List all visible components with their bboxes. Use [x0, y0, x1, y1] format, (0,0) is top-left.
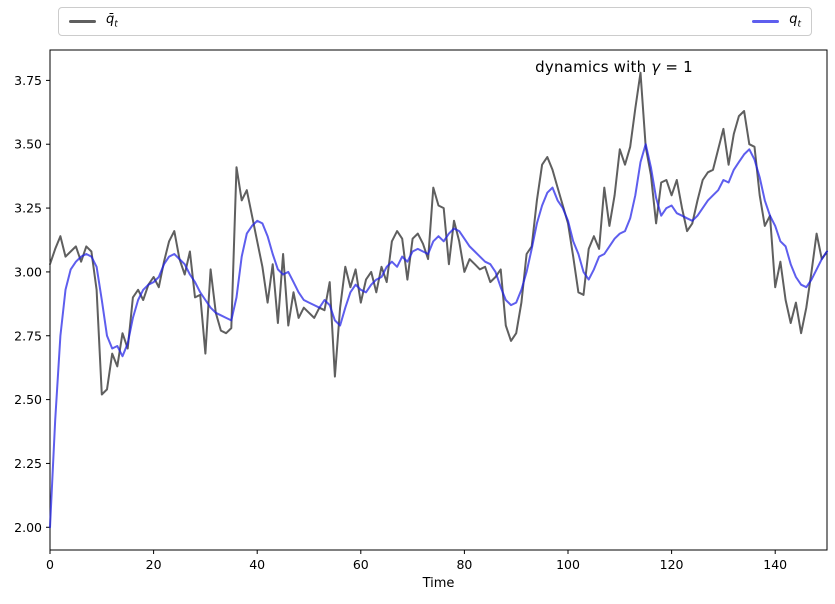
- y-tick-label: 2.75: [14, 328, 42, 343]
- legend-label-qbar-base: q̄: [106, 12, 115, 28]
- x-tick-label: 120: [660, 557, 684, 572]
- plot-border: [49, 49, 828, 551]
- y-tick-label: 3.50: [14, 137, 42, 152]
- x-tick-label: 100: [556, 557, 580, 572]
- annotation-gamma-symbol: γ: [651, 58, 661, 76]
- annotation-suffix: = 1: [660, 58, 693, 76]
- legend: q̄t qt: [58, 7, 812, 36]
- y-tick-label: 3.00: [14, 264, 42, 279]
- legend-entry-qbar: q̄t: [69, 13, 118, 30]
- x-tick-label: 40: [249, 557, 265, 572]
- legend-label-qbar: q̄t: [106, 13, 118, 30]
- y-tick-label: 2.00: [14, 520, 42, 535]
- legend-label-q-base: q: [789, 12, 798, 28]
- legend-label-q-sub: t: [797, 19, 801, 30]
- chart-annotation: dynamics with γ = 1: [535, 58, 693, 76]
- x-axis-label: Time: [422, 576, 455, 591]
- x-tick-label: 80: [456, 557, 472, 572]
- x-tick-label: 20: [146, 557, 162, 572]
- series-line-qbar: [49, 71, 828, 396]
- y-tick-label: 3.25: [14, 201, 42, 216]
- x-tick-label: 140: [763, 557, 787, 572]
- series-line-q: [49, 143, 828, 529]
- legend-entry-q: qt: [752, 13, 801, 30]
- y-tick-label: 2.50: [14, 392, 42, 407]
- annotation-prefix: dynamics with: [535, 58, 652, 76]
- legend-label-q: qt: [789, 13, 801, 30]
- x-tick-label: 60: [353, 557, 369, 572]
- legend-swatch-qbar-icon: [69, 20, 96, 23]
- y-tick-label: 2.25: [14, 456, 42, 471]
- y-tick-label: 3.75: [14, 73, 42, 88]
- legend-label-qbar-sub: t: [114, 19, 118, 30]
- x-tick-label: 0: [46, 557, 54, 572]
- legend-swatch-q-icon: [752, 20, 780, 23]
